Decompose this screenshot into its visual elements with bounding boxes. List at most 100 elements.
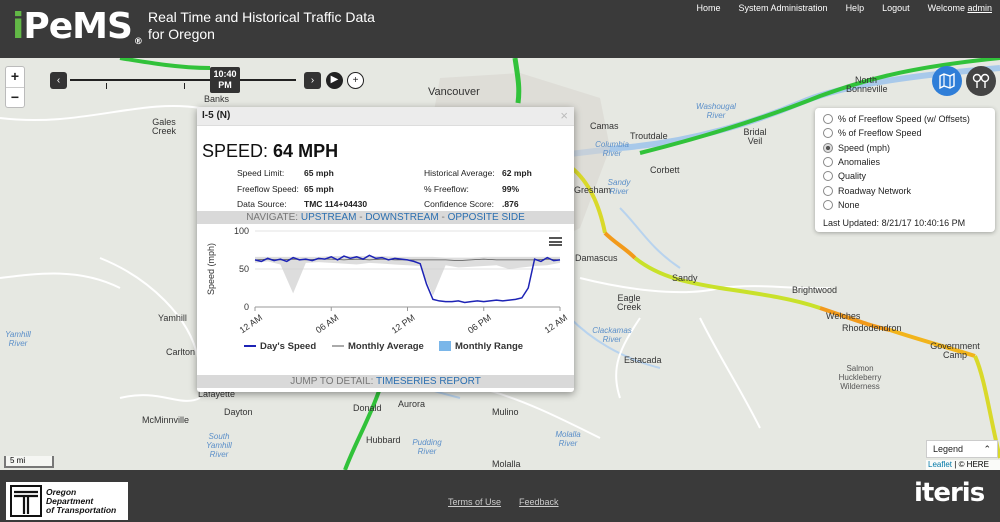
layer-label: % of Freeflow Speed (w/ Offsets) bbox=[838, 114, 970, 125]
layer-option-quality[interactable]: Quality bbox=[823, 169, 987, 183]
x-tick-label: 12 PM bbox=[390, 312, 417, 335]
last-updated: Last Updated: 8/21/17 10:40:16 PM bbox=[823, 218, 987, 228]
upstream-link[interactable]: UPSTREAM bbox=[300, 212, 357, 223]
chart-menu-icon[interactable] bbox=[549, 237, 562, 246]
map-label-molalla: Molalla bbox=[492, 459, 521, 469]
chevron-left-icon: ‹ bbox=[56, 75, 61, 86]
map-label-yamhill-river: Yamhill River bbox=[5, 330, 31, 348]
radio-button[interactable] bbox=[823, 114, 833, 125]
radio-button[interactable] bbox=[823, 199, 833, 210]
map-label-yamhill: Yamhill bbox=[158, 313, 187, 323]
close-icon[interactable]: × bbox=[560, 108, 568, 123]
map-label-hubbard: Hubbard bbox=[366, 435, 401, 445]
layer-option-anomalies[interactable]: Anomalies bbox=[823, 155, 987, 169]
zoom-in-button[interactable]: + bbox=[10, 68, 20, 84]
time-forward-button[interactable]: › bbox=[304, 72, 321, 89]
info-label: Freeflow Speed: bbox=[237, 184, 299, 194]
map-icon bbox=[939, 73, 955, 89]
leaflet-link[interactable]: Leaflet bbox=[928, 460, 953, 469]
terms-of-use-link[interactable]: Terms of Use bbox=[448, 497, 502, 507]
legend-swatch-monthly-range bbox=[439, 341, 451, 351]
radio-button[interactable] bbox=[823, 128, 833, 139]
map-label-clackamas-river: Clackamas River bbox=[592, 326, 632, 344]
top-nav: Home System Administration Help Logout W… bbox=[697, 3, 993, 13]
info-label: Historical Average: bbox=[424, 168, 495, 178]
opposite-side-link[interactable]: OPPOSITE SIDE bbox=[447, 212, 525, 223]
layer-label: Speed (mph) bbox=[838, 142, 891, 153]
x-tick-label: 06 PM bbox=[466, 312, 493, 335]
info-percent-freeflow: % Freeflow: 99% bbox=[424, 184, 519, 194]
legend-label-monthly-average: Monthly Average bbox=[348, 341, 424, 352]
layer-label: % of Freeflow Speed bbox=[838, 128, 922, 139]
map-label-sandy: Sandy bbox=[672, 273, 698, 283]
legend-toggle-button[interactable]: Legend ⌃ bbox=[926, 440, 998, 458]
odot-line: Department bbox=[46, 495, 94, 506]
welcome-text: Welcome admin bbox=[928, 3, 992, 13]
info-value: 65 mph bbox=[304, 184, 334, 194]
zoom-out-button[interactable]: − bbox=[6, 87, 24, 107]
x-tick-label: 06 AM bbox=[314, 312, 341, 335]
layer-label: Anomalies bbox=[838, 157, 881, 168]
x-tick-label: 12 AM bbox=[238, 312, 265, 335]
layer-option-freeflow[interactable]: % of Freeflow Speed bbox=[823, 126, 987, 140]
info-freeflow-speed: Freeflow Speed: 65 mph bbox=[237, 184, 334, 194]
map-label-troutdale: Troutdale bbox=[630, 131, 668, 141]
map-label-brightwood: Brightwood bbox=[792, 285, 838, 295]
layer-label: Roadway Network bbox=[838, 185, 912, 196]
time-tick bbox=[106, 83, 107, 89]
layer-label: Quality bbox=[838, 171, 867, 182]
nav-help[interactable]: Help bbox=[845, 3, 865, 13]
last-updated-label: Last Updated: bbox=[823, 218, 880, 229]
map-layers-button[interactable] bbox=[932, 66, 962, 96]
time-handle[interactable]: 10:40 PM bbox=[210, 67, 240, 93]
map-label-pudding-river: Pudding River bbox=[412, 438, 442, 456]
layer-option-none[interactable]: None bbox=[823, 198, 987, 212]
radio-button[interactable] bbox=[823, 171, 833, 182]
map-label-bridal-veil: Bridal Veil bbox=[743, 127, 767, 146]
time-slider: ‹ 10:40 PM › ▶ + bbox=[48, 67, 368, 93]
info-label: Data Source: bbox=[237, 199, 287, 209]
layer-option-freeflow-offsets[interactable]: % of Freeflow Speed (w/ Offsets) bbox=[823, 112, 987, 126]
odot-logo[interactable]: Oregon Department of Transportation bbox=[6, 482, 128, 520]
info-value: 99% bbox=[502, 184, 520, 194]
map-label-gales-creek: Gales Creek bbox=[151, 117, 176, 136]
time-tick bbox=[184, 83, 185, 89]
downstream-link[interactable]: DOWNSTREAM bbox=[365, 212, 439, 223]
footer-links: Terms of Use Feedback bbox=[448, 497, 559, 507]
info-value: .876 bbox=[502, 199, 519, 209]
page-title: Real Time and Historical Traffic Data fo… bbox=[148, 9, 375, 42]
popup-title: I-5 (N) bbox=[202, 110, 231, 121]
radio-button[interactable] bbox=[823, 185, 833, 196]
map-pins-icon bbox=[972, 73, 990, 88]
map-markers-button[interactable] bbox=[966, 66, 996, 96]
info-value: 65 mph bbox=[304, 168, 334, 178]
time-back-button[interactable]: ‹ bbox=[50, 72, 67, 89]
logo-i: i bbox=[12, 6, 24, 47]
jump-label: JUMP TO DETAIL: bbox=[290, 376, 374, 387]
y-tick-label: 0 bbox=[244, 302, 249, 312]
map-label-government-camp: Government Camp bbox=[930, 341, 980, 360]
layer-option-roadway-network[interactable]: Roadway Network bbox=[823, 183, 987, 197]
radio-button-selected[interactable] bbox=[823, 142, 833, 153]
nav-home[interactable]: Home bbox=[696, 3, 721, 13]
user-link[interactable]: admin bbox=[967, 3, 992, 13]
map-label-damascus: Damascus bbox=[575, 253, 618, 263]
time-track[interactable] bbox=[70, 79, 296, 89]
nav-logout[interactable]: Logout bbox=[882, 3, 910, 13]
y-tick-label: 100 bbox=[234, 226, 249, 236]
pems-logo[interactable]: iPeMS ® bbox=[12, 6, 143, 47]
add-time-button[interactable]: + bbox=[347, 72, 364, 89]
map-label-dayton: Dayton bbox=[224, 407, 253, 417]
radio-button[interactable] bbox=[823, 157, 833, 168]
timeseries-report-link[interactable]: TIMESERIES REPORT bbox=[375, 376, 481, 387]
map-label-washougal-river: Washougal River bbox=[696, 102, 736, 120]
play-icon: ▶ bbox=[330, 74, 339, 85]
play-button[interactable]: ▶ bbox=[326, 72, 343, 89]
layer-option-speed[interactable]: Speed (mph) bbox=[823, 141, 987, 155]
map-label-aurora: Aurora bbox=[398, 399, 426, 409]
info-value: 62 mph bbox=[502, 168, 532, 178]
feedback-link[interactable]: Feedback bbox=[519, 497, 559, 507]
legend-label: Legend bbox=[933, 444, 964, 454]
here-credit: © HERE bbox=[958, 460, 989, 469]
nav-system-administration[interactable]: System Administration bbox=[738, 3, 828, 13]
